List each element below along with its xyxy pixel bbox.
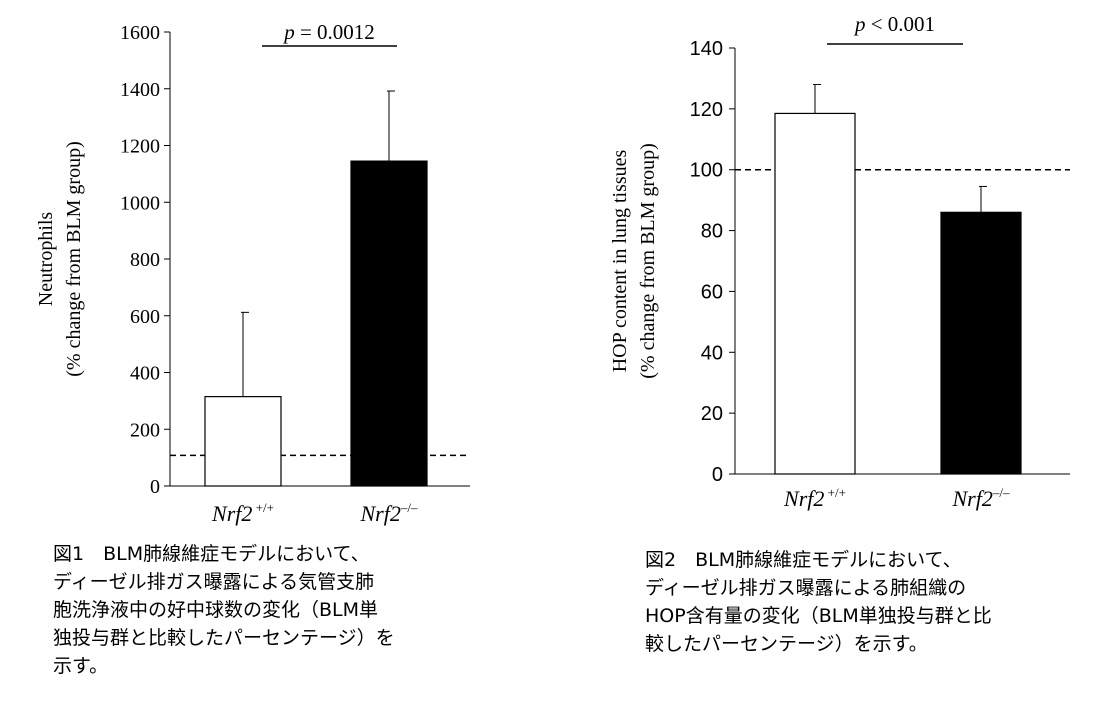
p-value: < 0.001 (865, 12, 935, 36)
y-tick-label: 40 (701, 342, 723, 364)
y-tick-label: 1000 (120, 192, 160, 214)
y-tick-label: 60 (701, 281, 723, 303)
caption-line: HOP含有量の変化（BLM単独投与群と比 (645, 605, 992, 627)
category-superscript: –/– (400, 500, 418, 515)
p-value: = 0.0012 (295, 20, 375, 44)
category-superscript: +/+ (252, 500, 274, 515)
p-symbol: p (853, 12, 866, 36)
figure-2-caption: 図2 BLM肺線維症モデルにおいて、 ディーゼル排ガス曝露による肺組織の HOP… (645, 546, 992, 658)
category-name: Nrf2 (783, 486, 824, 511)
caption-line: 図2 BLM肺線維症モデルにおいて、 (645, 549, 962, 571)
caption-line: ディーゼル排ガス曝露による肺組織の (645, 577, 967, 599)
caption-line: 較したパーセンテージ）を示す。 (645, 633, 928, 655)
y-axis-label: HOP content in lung tissues (609, 149, 631, 372)
category-superscript: –/– (992, 485, 1010, 500)
bar (774, 112, 856, 475)
bar (940, 211, 1022, 475)
y-axis-label: Neutrophils (35, 212, 57, 307)
caption-line: 示す。 (53, 655, 109, 677)
y-tick-label: 1600 (120, 22, 160, 44)
y-tick-label: 800 (130, 249, 160, 271)
category-name: Nrf2 (360, 501, 401, 526)
caption-line: 独投与群と比較したパーセンテージ）を (53, 627, 395, 649)
y-tick-label: 120 (690, 99, 723, 121)
y-tick-label: 1400 (120, 79, 160, 101)
significance-label: p < 0.001 (853, 12, 935, 36)
y-tick-label: 140 (690, 38, 723, 60)
x-category-label: Nrf2 +/+ (211, 500, 274, 526)
p-symbol: p (282, 20, 295, 44)
y-tick-label: 80 (701, 221, 723, 243)
y-tick-label: 600 (130, 306, 160, 328)
y-tick-label: 100 (690, 160, 723, 182)
x-category-label: Nrf2–/– (360, 500, 418, 526)
y-tick-label: 200 (130, 419, 160, 441)
y-tick-label: 0 (712, 464, 723, 486)
category-superscript: +/+ (824, 485, 846, 500)
caption-line: 胞洗浄液中の好中球数の変化（BLM単 (53, 599, 379, 621)
caption-line: 図1 BLM肺線維症モデルにおいて、 (53, 543, 370, 565)
x-category-label: Nrf2–/– (952, 485, 1010, 511)
x-category-label: Nrf2 +/+ (783, 485, 846, 511)
category-name: Nrf2 (952, 486, 993, 511)
category-name: Nrf2 (211, 501, 252, 526)
y-axis-label: (% change from BLM group) (63, 141, 85, 377)
y-axis-label: (% change from BLM group) (637, 143, 659, 379)
y-tick-label: 1200 (120, 136, 160, 158)
y-tick-label: 400 (130, 363, 160, 385)
y-tick-label: 0 (150, 476, 160, 498)
significance-label: p = 0.0012 (282, 20, 375, 44)
figure-1-caption: 図1 BLM肺線維症モデルにおいて、 ディーゼル排ガス曝露による気管支肺 胞洗浄… (53, 540, 395, 680)
y-tick-label: 20 (701, 403, 723, 425)
caption-line: ディーゼル排ガス曝露による気管支肺 (53, 571, 375, 593)
